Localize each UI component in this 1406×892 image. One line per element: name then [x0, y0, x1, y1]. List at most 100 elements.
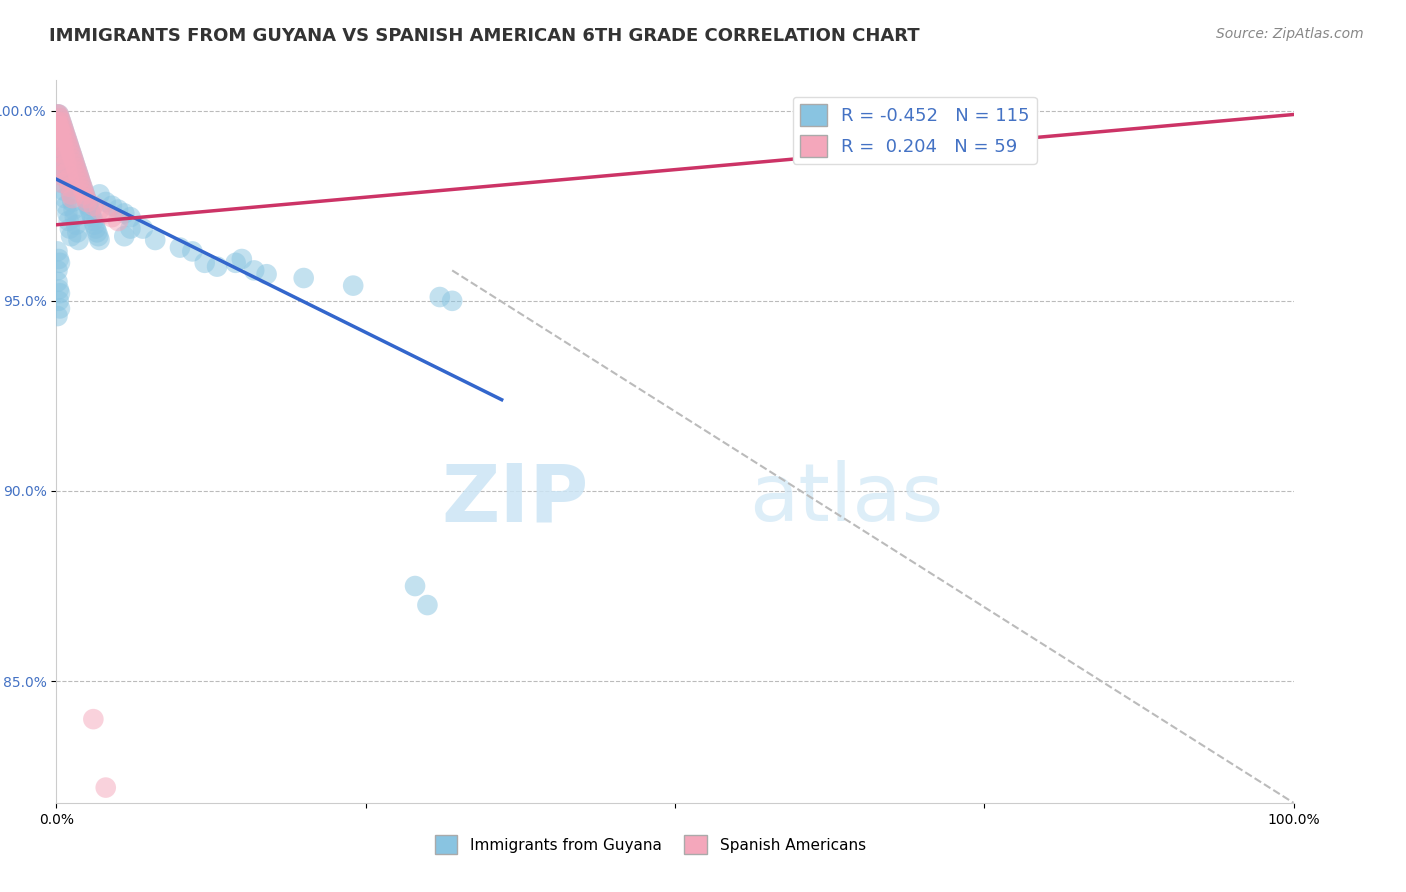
Point: [48, 130, 70, 145]
Point: [55, 199, 77, 213]
Point: [48, 119, 70, 133]
Text: Source: ZipAtlas.com: Source: ZipAtlas.com: [1216, 27, 1364, 41]
Point: [441, 293, 464, 308]
Point: [82, 712, 104, 726]
Point: [48, 107, 70, 121]
Point: [51, 127, 73, 141]
Point: [60, 145, 83, 160]
Point: [83, 218, 105, 232]
Point: [59, 221, 82, 235]
Point: [59, 142, 82, 156]
Point: [58, 137, 80, 152]
Point: [46, 244, 69, 259]
Point: [51, 127, 73, 141]
Point: [69, 172, 91, 186]
Point: [89, 233, 111, 247]
Point: [53, 127, 76, 141]
Point: [120, 210, 142, 224]
Point: [169, 241, 191, 255]
Point: [53, 149, 76, 163]
Point: [429, 290, 451, 304]
Point: [49, 137, 72, 152]
Point: [60, 187, 83, 202]
Point: [65, 161, 87, 175]
Point: [112, 206, 135, 220]
Point: [66, 164, 89, 178]
Point: [51, 176, 73, 190]
Point: [94, 206, 117, 220]
Point: [101, 210, 124, 224]
Point: [46, 115, 69, 129]
Point: [63, 157, 86, 171]
Point: [55, 130, 77, 145]
Text: atlas: atlas: [749, 460, 943, 539]
Point: [56, 134, 79, 148]
Point: [52, 184, 75, 198]
Point: [79, 202, 101, 217]
Point: [84, 221, 107, 235]
Point: [60, 194, 83, 209]
Point: [67, 169, 90, 183]
Point: [56, 164, 79, 178]
Point: [46, 263, 69, 277]
Point: [69, 172, 91, 186]
Point: [52, 122, 75, 136]
Point: [59, 179, 82, 194]
Point: [49, 112, 72, 126]
Point: [194, 256, 217, 270]
Point: [72, 184, 94, 198]
Point: [49, 112, 72, 126]
Point: [51, 119, 73, 133]
Point: [243, 263, 266, 277]
Point: [75, 191, 97, 205]
Point: [56, 164, 79, 178]
Point: [51, 176, 73, 190]
Point: [231, 252, 253, 266]
Point: [256, 267, 278, 281]
Point: [86, 226, 108, 240]
Point: [48, 293, 70, 308]
Point: [48, 130, 70, 145]
Point: [48, 119, 70, 133]
Point: [82, 210, 104, 224]
Point: [53, 191, 76, 205]
Text: ZIP: ZIP: [441, 460, 588, 539]
Point: [225, 256, 247, 270]
Point: [416, 598, 439, 612]
Point: [49, 161, 72, 175]
Point: [60, 191, 83, 205]
Point: [66, 164, 89, 178]
Point: [82, 199, 104, 213]
Point: [62, 153, 84, 168]
Point: [49, 256, 72, 270]
Point: [51, 145, 73, 160]
Point: [66, 226, 89, 240]
Point: [62, 202, 84, 217]
Point: [56, 134, 79, 148]
Text: IMMIGRANTS FROM GUYANA VS SPANISH AMERICAN 6TH GRADE CORRELATION CHART: IMMIGRANTS FROM GUYANA VS SPANISH AMERIC…: [49, 27, 920, 45]
Point: [59, 179, 82, 194]
Point: [56, 206, 79, 220]
Point: [58, 172, 80, 186]
Point: [87, 229, 110, 244]
Point: [49, 122, 72, 136]
Point: [46, 107, 69, 121]
Point: [60, 149, 83, 163]
Point: [58, 172, 80, 186]
Point: [67, 233, 90, 247]
Point: [77, 199, 100, 213]
Point: [132, 221, 155, 235]
Point: [48, 153, 70, 168]
Point: [49, 122, 72, 136]
Point: [107, 214, 129, 228]
Point: [82, 214, 104, 228]
Point: [60, 187, 83, 202]
Point: [51, 115, 73, 129]
Point: [46, 115, 69, 129]
Point: [70, 176, 93, 190]
Point: [63, 157, 86, 171]
Point: [70, 176, 93, 190]
Point: [342, 278, 364, 293]
Point: [94, 194, 117, 209]
Point: [52, 142, 75, 156]
